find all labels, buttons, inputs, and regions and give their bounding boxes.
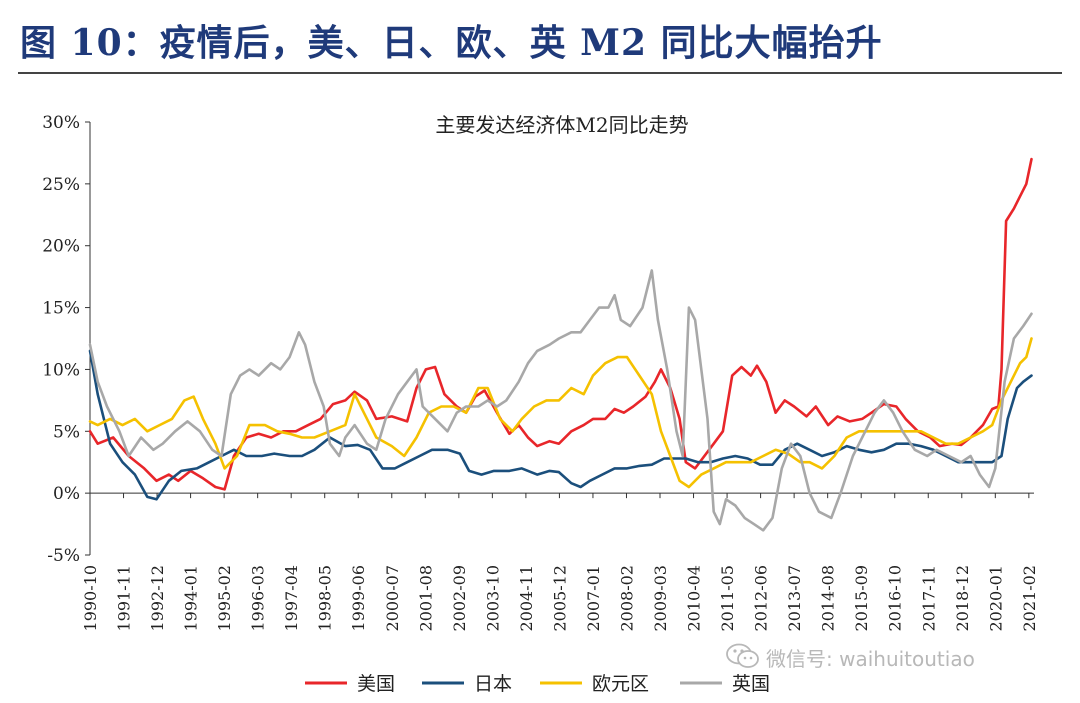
watermark-text: 微信号: waihuitoutiao: [766, 647, 975, 671]
series-line-0: [88, 157, 1033, 491]
x-tick-label: 2003-10: [483, 565, 502, 631]
x-tick-label: 2009-03: [651, 565, 670, 631]
x-tick-label: 1998-05: [316, 565, 335, 631]
wechat-icon: [726, 643, 759, 668]
x-tick-label: 2016-10: [886, 565, 905, 631]
legend-label: 美国: [357, 673, 395, 695]
x-tick-label: 2021-02: [1020, 565, 1039, 631]
x-tick-label: 2015-09: [852, 565, 871, 631]
x-tick-label: 2011-05: [718, 565, 737, 631]
x-tick-label: 1995-02: [215, 565, 234, 631]
x-tick-label: 2013-07: [785, 565, 804, 631]
y-tick-label: 30%: [42, 113, 80, 133]
x-tick-label: 1992-12: [148, 565, 167, 631]
chart-title: 主要发达经济体M2同比走势: [435, 113, 688, 137]
x-tick-label: 2001-08: [416, 565, 435, 631]
x-tick-label: 2005-12: [550, 565, 569, 631]
legend-label: 欧元区: [592, 673, 649, 695]
legend-label: 英国: [732, 673, 770, 695]
y-tick-label: 25%: [42, 175, 80, 195]
x-tick-label: 2007-01: [584, 565, 603, 631]
y-tick-label: 15%: [42, 299, 80, 319]
x-tick-label: 2018-12: [953, 565, 972, 631]
y-tick-label: 10%: [42, 360, 80, 380]
x-tick-label: 2014-08: [819, 565, 838, 631]
x-tick-label: 1994-01: [182, 565, 201, 631]
x-tick-label: 2020-01: [986, 565, 1005, 631]
x-tick-label: 2004-11: [517, 565, 536, 631]
y-tick-label: 5%: [53, 422, 80, 442]
x-tick-label: 1997-04: [282, 565, 301, 631]
x-tick-label: 1991-11: [115, 565, 134, 631]
x-tick-label: 2010-04: [685, 565, 704, 631]
x-tick-label: 2002-09: [450, 565, 469, 631]
y-tick-label: 20%: [42, 237, 80, 257]
legend-label: 日本: [474, 673, 512, 695]
watermark: 微信号: waihuitoutiao: [726, 641, 1056, 671]
series-line-2: [88, 337, 1033, 489]
x-tick-label: 2012-06: [752, 565, 771, 631]
figure-title: 图 10：疫情后，美、日、欧、英 M2 同比大幅抬升: [20, 22, 883, 64]
x-tick-label: 1996-03: [249, 565, 268, 631]
x-tick-label: 2008-02: [617, 565, 636, 631]
x-tick-label: 2017-11: [919, 565, 938, 631]
x-tick-label: 1999-06: [349, 565, 368, 631]
x-tick-label: 2000-07: [383, 565, 402, 631]
series-line-3: [88, 269, 1033, 532]
title-divider: [18, 72, 1062, 74]
y-tick-label: -5%: [47, 546, 80, 566]
y-tick-label: 0%: [53, 484, 80, 504]
x-tick-label: 1990-10: [81, 565, 100, 631]
figure-header: 图 10：疫情后，美、日、欧、英 M2 同比大幅抬升: [18, 8, 1062, 74]
series-line-1: [88, 349, 1033, 501]
